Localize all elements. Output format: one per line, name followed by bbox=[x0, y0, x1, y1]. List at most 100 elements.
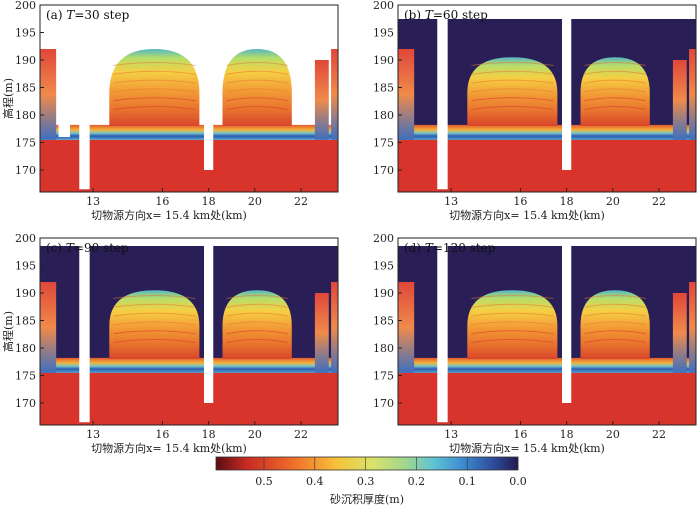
levee-lobe bbox=[109, 49, 200, 126]
x-tick-label: 16 bbox=[513, 428, 527, 441]
y-tick-label: 175 bbox=[373, 137, 394, 150]
deposit-stripe bbox=[113, 97, 196, 102]
plot-frame bbox=[39, 4, 339, 193]
right-margin-deposit bbox=[672, 293, 687, 373]
deposit-bands bbox=[40, 124, 338, 140]
y-tick-label: 200 bbox=[373, 0, 394, 12]
colorbar-tick-label: 0.3 bbox=[357, 475, 375, 488]
deposit-stripe bbox=[584, 106, 646, 110]
channel-cut bbox=[437, 5, 448, 190]
deposit-stripe bbox=[584, 303, 646, 308]
y-tick-label: 185 bbox=[15, 82, 36, 95]
x-tick-label: 18 bbox=[560, 195, 574, 208]
levee-lobe bbox=[580, 57, 650, 126]
y-tick-label: 180 bbox=[373, 342, 394, 355]
x-tick-label: 16 bbox=[513, 195, 527, 208]
deposit-stripe bbox=[584, 70, 646, 75]
deposit-stripe bbox=[471, 70, 554, 75]
colorbar-tick-label: 0.5 bbox=[255, 475, 273, 488]
channel-cut bbox=[204, 238, 214, 403]
deposit-stripe bbox=[471, 303, 554, 308]
right-edge-deposit bbox=[331, 49, 338, 140]
deposit-stripe bbox=[226, 88, 288, 93]
deposit-stripe bbox=[471, 97, 554, 102]
colorbar-label: 砂沉积厚度(m) bbox=[330, 492, 404, 506]
deposit-stripe bbox=[584, 97, 646, 102]
plot-frame bbox=[39, 237, 339, 426]
x-tick-label: 16 bbox=[155, 195, 169, 208]
deposit-stripe bbox=[113, 330, 196, 335]
colorbar: 0.5 0.4 0.3 0.2 0.1 0.0 砂沉积厚度(m) bbox=[215, 456, 527, 506]
x-tick-label: 22 bbox=[294, 428, 308, 441]
deposit-stripe bbox=[471, 62, 554, 66]
empty-area bbox=[40, 5, 338, 44]
deposit-stripe bbox=[113, 106, 196, 110]
y-tick-label: 185 bbox=[373, 82, 394, 95]
deposit-stripe bbox=[584, 62, 646, 66]
x-tick-label: 13 bbox=[86, 195, 100, 208]
right-margin-deposit bbox=[314, 60, 329, 140]
deposit-stripe bbox=[471, 79, 554, 84]
y-tick-label: 195 bbox=[15, 27, 36, 40]
deposit-bands bbox=[398, 357, 696, 373]
deposit-stripe bbox=[471, 339, 554, 343]
y-tick-label: 170 bbox=[15, 164, 36, 177]
x-tick-label: 20 bbox=[606, 195, 620, 208]
deposit-stripe bbox=[584, 339, 646, 343]
y-tick-label: 190 bbox=[15, 54, 36, 67]
deposit-stripe bbox=[584, 295, 646, 299]
right-edge-deposit bbox=[689, 282, 696, 373]
panel-title: (b) T=60 step bbox=[404, 8, 488, 22]
y-tick-label: 195 bbox=[373, 27, 394, 40]
colorbar-gradient bbox=[215, 456, 519, 471]
colorbar-tick-label: 0.2 bbox=[408, 475, 426, 488]
x-tick-label: 22 bbox=[652, 195, 666, 208]
y-tick-label: 200 bbox=[15, 232, 36, 245]
left-margin-deposit bbox=[398, 282, 415, 373]
panel-b: 13 16 18 20 22 170 175 180 185 190 195 200 (b) T=60 … bbox=[373, 0, 697, 222]
channel-cut bbox=[79, 5, 90, 190]
channel-cut bbox=[58, 5, 71, 137]
y-tick-label: 195 bbox=[373, 260, 394, 273]
right-edge-deposit bbox=[689, 49, 696, 140]
deposit-stripe bbox=[113, 312, 196, 317]
y-tick-label: 190 bbox=[15, 287, 36, 300]
plot-frame bbox=[397, 237, 697, 426]
left-margin-deposit bbox=[398, 49, 415, 140]
deposit-stripe bbox=[113, 339, 196, 343]
x-tick-label: 18 bbox=[202, 428, 216, 441]
deposit-stripe bbox=[471, 295, 554, 299]
x-tick-label: 13 bbox=[444, 195, 458, 208]
colorbar-tick-label: 0.0 bbox=[509, 475, 527, 488]
y-tick-label: 175 bbox=[373, 370, 394, 383]
deposit-stripe bbox=[226, 106, 288, 110]
deposit-stripe bbox=[584, 88, 646, 93]
y-tick-label: 190 bbox=[373, 54, 394, 67]
y-tick-label: 180 bbox=[15, 342, 36, 355]
y-tick-label: 190 bbox=[373, 287, 394, 300]
right-margin-deposit bbox=[672, 60, 687, 140]
deposit-stripe bbox=[226, 295, 288, 299]
x-axis-label: 切物源方向x= 15.4 km处(km) bbox=[449, 441, 605, 455]
x-tick-label: 13 bbox=[444, 428, 458, 441]
deposit-bands bbox=[398, 124, 696, 140]
deposit-stripe bbox=[226, 339, 288, 343]
colorbar-tick-label: 0.1 bbox=[458, 475, 476, 488]
panel-c: 13 16 18 20 22 170 175 180 185 190 195 200 (c) T=90 … bbox=[1, 232, 339, 455]
deposit-bands bbox=[40, 357, 338, 373]
deposit-stripe bbox=[584, 312, 646, 317]
x-axis-label: 切物源方向x= 15.4 km处(km) bbox=[91, 208, 247, 222]
y-axis-label: 高程(m) bbox=[1, 78, 15, 119]
deposit-stripe bbox=[226, 321, 288, 326]
left-margin-deposit bbox=[40, 49, 57, 140]
x-tick-label: 13 bbox=[86, 428, 100, 441]
panel-title: (a) T=30 step bbox=[46, 8, 130, 22]
panel-d: 13 16 18 20 22 170 175 180 185 190 195 200 (d) T=120… bbox=[373, 232, 697, 455]
deposit-stripe bbox=[226, 303, 288, 308]
y-tick-label: 180 bbox=[15, 109, 36, 122]
panel-title: (d) T=120 step bbox=[404, 241, 496, 255]
deposit-stripe bbox=[113, 295, 196, 299]
deposit-stripe bbox=[471, 312, 554, 317]
deposit-stripe bbox=[471, 106, 554, 110]
